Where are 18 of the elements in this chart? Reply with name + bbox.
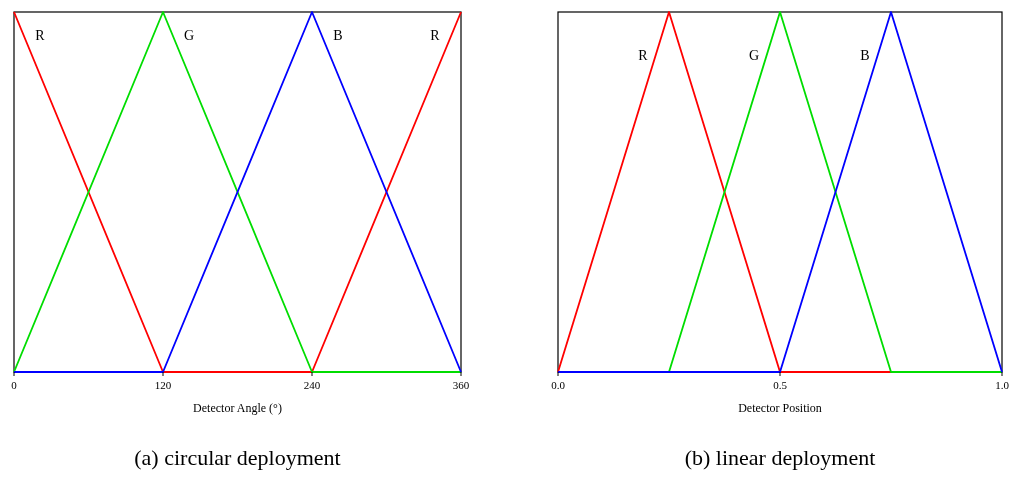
text: (b) linear deployment	[684, 445, 876, 470]
series-label: R	[430, 28, 441, 43]
series-label: G	[748, 48, 760, 63]
x-axis-title: Detector Angle (°)	[193, 401, 282, 415]
x-tick-label: 0	[11, 379, 18, 391]
series-label: G	[183, 28, 195, 43]
x-tick-label: 120	[154, 379, 172, 391]
series-label: B	[860, 48, 870, 63]
text: R	[35, 28, 45, 43]
x-axis-title: Detector Position	[738, 401, 822, 415]
series-label: R	[638, 48, 649, 63]
x-tick-label: 360	[452, 379, 470, 391]
text: (a) circular deployment	[134, 445, 341, 470]
x-tick-label: 0.0	[551, 379, 566, 391]
x-tick-label: 240	[303, 379, 321, 391]
series-label: B	[333, 28, 343, 43]
x-tick-label: 0.5	[773, 379, 788, 391]
x-tick-label: 1.0	[995, 379, 1010, 391]
